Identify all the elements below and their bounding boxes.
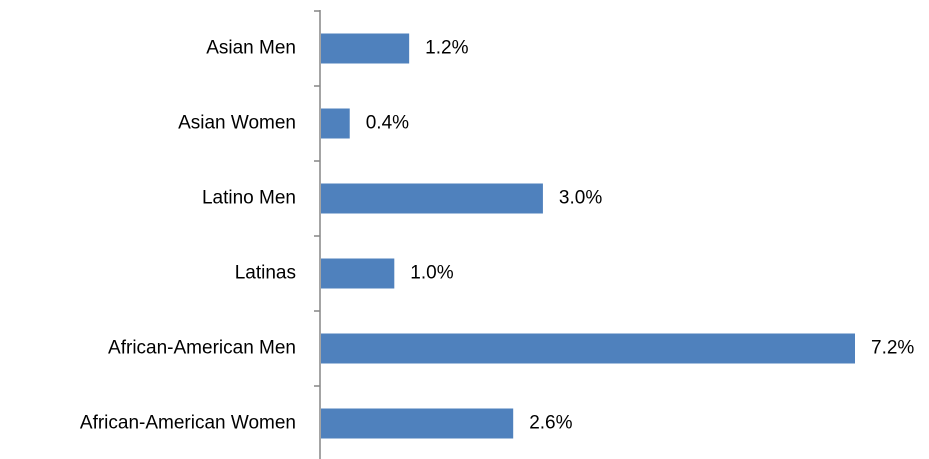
data-label: 1.2% — [425, 38, 468, 59]
category-label: Asian Men — [206, 38, 296, 59]
data-label: 1.0% — [410, 263, 453, 284]
bar — [321, 33, 410, 64]
data-label: 0.4% — [366, 113, 409, 134]
category-label: Asian Women — [178, 113, 296, 134]
category-label: African-American Women — [80, 413, 296, 434]
category-label: Latino Men — [202, 188, 296, 209]
bar — [321, 258, 395, 289]
bar — [321, 333, 855, 364]
category-label: Latinas — [235, 263, 296, 284]
bar — [321, 183, 543, 214]
data-label: 3.0% — [559, 188, 602, 209]
bar — [321, 408, 514, 439]
category-label: African-American Men — [108, 338, 296, 359]
bar — [321, 108, 350, 139]
data-label: 2.6% — [529, 413, 572, 434]
data-label: 7.2% — [871, 338, 914, 359]
